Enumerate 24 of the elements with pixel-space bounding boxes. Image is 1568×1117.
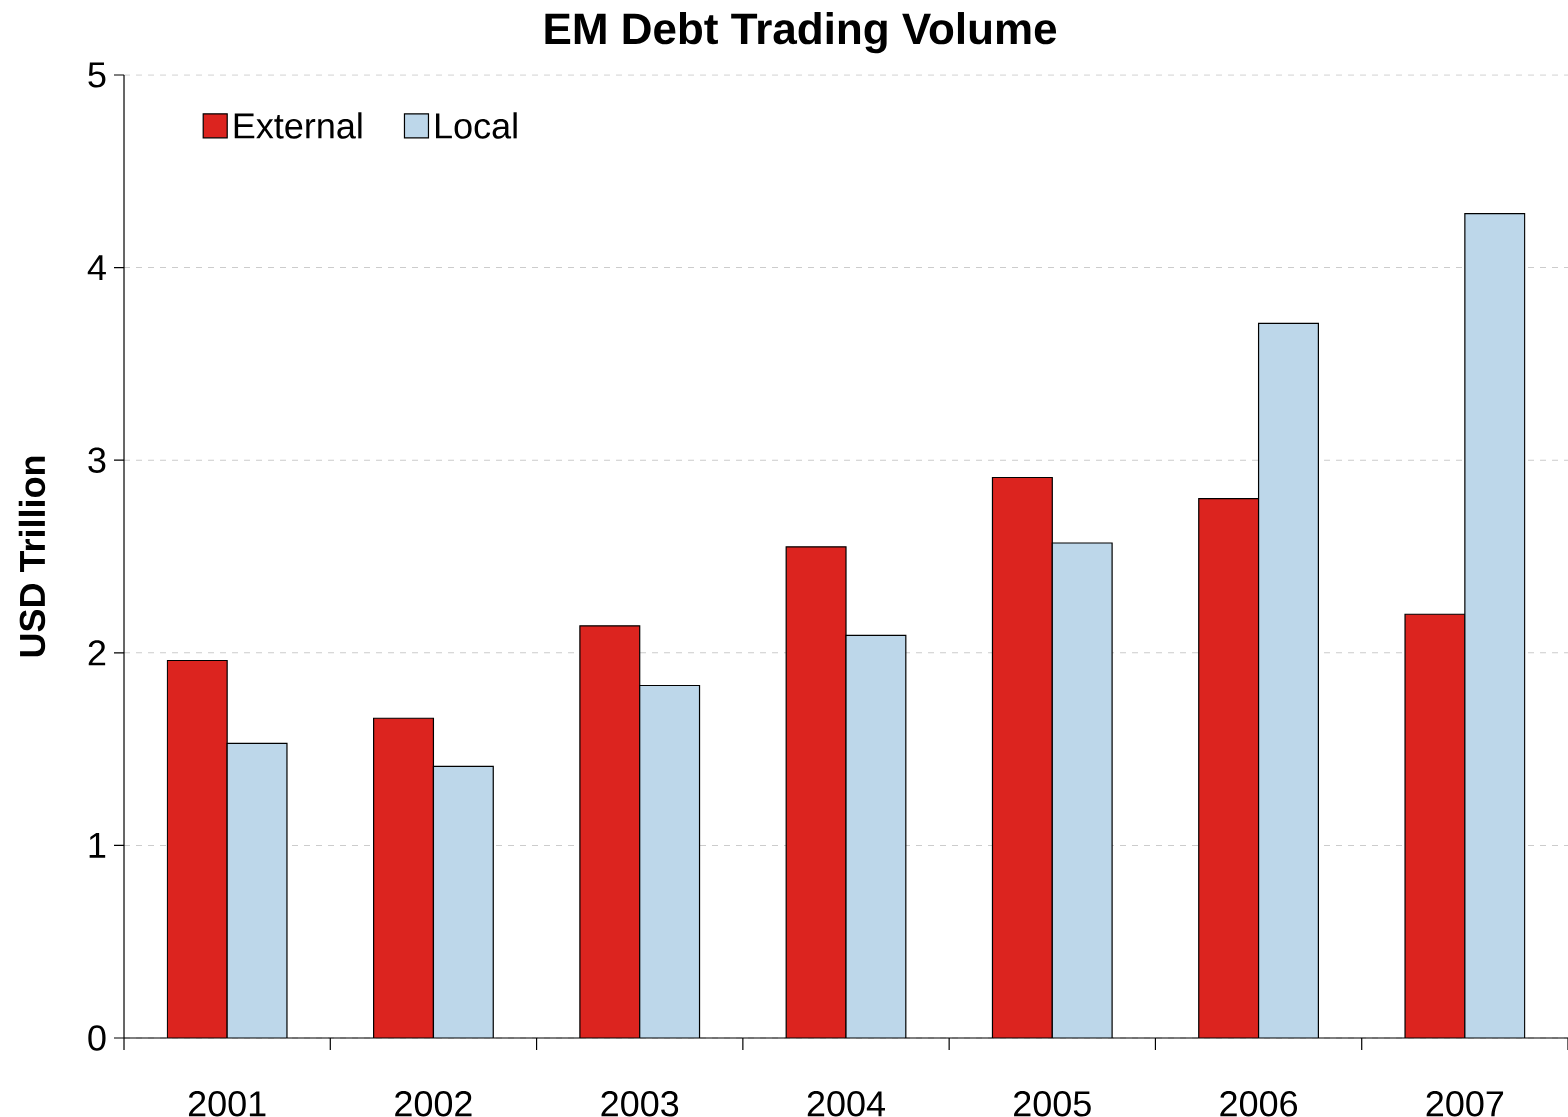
bar [433, 766, 494, 1038]
x-tick-label: 2006 [1220, 1091, 1298, 1117]
y-tick-label: 2 [88, 640, 106, 666]
x-tick-label: 2004 [807, 1091, 885, 1117]
x-tick-label: 2003 [601, 1091, 679, 1117]
legend-label: External [234, 112, 362, 139]
bar [1464, 213, 1526, 1038]
x-tick-label: 2005 [1014, 1091, 1091, 1117]
y-tick-label: 4 [87, 255, 106, 280]
bar [1258, 323, 1319, 1038]
bar [639, 685, 700, 1038]
y-axis-title: USD Trillion [18, 456, 46, 657]
bar [846, 635, 906, 1038]
bar [227, 743, 287, 1038]
bar [1052, 543, 1113, 1038]
legend-label: Local [436, 112, 517, 139]
x-tick-label: 2007 [1426, 1091, 1504, 1117]
y-tick-label: 3 [88, 447, 106, 473]
y-tick-label: 1 [89, 832, 106, 858]
x-tick-label: 2002 [395, 1091, 472, 1117]
y-tick-label: 0 [88, 1025, 106, 1051]
chart-title: EM Debt Trading Volume [545, 12, 1057, 54]
y-tick-label: 5 [88, 62, 106, 88]
x-tick-label: 2001 [188, 1091, 266, 1117]
